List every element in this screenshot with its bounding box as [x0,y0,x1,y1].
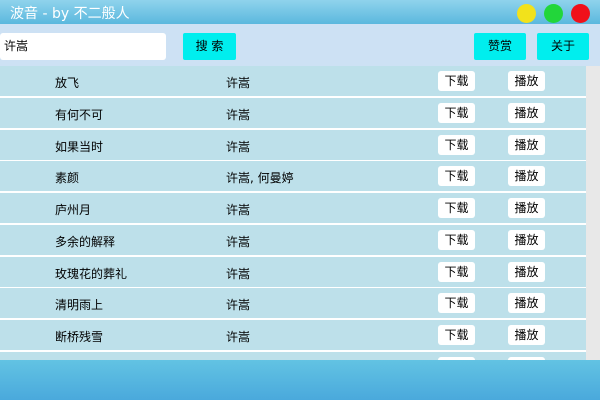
song-title: 如果当时 [55,139,104,154]
song-artist: 许嵩, 何曼婷 [226,171,294,186]
play-button[interactable]: 播放 [508,71,545,91]
download-button[interactable]: 下载 [438,198,475,218]
maximize-button[interactable] [544,4,563,23]
download-button[interactable]: 下载 [438,134,475,155]
download-button[interactable]: 下载 [438,71,475,91]
song-title: 多余的解释 [55,234,116,249]
song-row[interactable]: 清明雨上 许嵩 下载 播放 [0,288,586,321]
song-title: 断桥残雪 [55,330,104,344]
song-row[interactable]: 多余的解释 许嵩 下载 播放 [0,224,586,257]
song-title: 放飞 [55,76,80,90]
download-button[interactable] [438,356,475,360]
about-button[interactable]: 关于 [537,33,589,60]
download-button[interactable]: 下载 [438,102,475,123]
song-row[interactable]: 放飞 许嵩 下载 播放 [0,66,586,98]
play-button[interactable]: 播放 [508,229,545,250]
play-button[interactable] [508,356,545,360]
song-title: 素颜 [55,171,80,186]
play-button[interactable]: 播放 [508,325,545,345]
song-artist: 许嵩 [226,76,251,90]
song-row[interactable]: 有何不可 许嵩 下载 播放 [0,97,586,130]
song-artist: 许嵩 [226,203,251,217]
donate-button[interactable]: 赞赏 [474,33,526,60]
play-button[interactable]: 播放 [508,293,545,314]
play-button[interactable]: 播放 [508,102,545,123]
song-artist: 许嵩 [226,266,251,281]
song-artist: 许嵩 [226,234,251,249]
song-artist: 许嵩 [226,330,251,344]
play-button[interactable]: 播放 [508,198,545,218]
search-input[interactable]: 许嵩 [0,33,166,60]
close-button[interactable] [571,4,590,23]
search-button[interactable]: 搜 索 [183,33,236,60]
play-button[interactable]: 播放 [508,134,545,155]
scrollbar[interactable] [586,66,600,360]
download-button[interactable]: 下载 [438,325,475,345]
download-button[interactable]: 下载 [438,166,475,187]
title-bar: 波音 - by 不二般人 [0,0,600,24]
song-row[interactable]: 玫瑰花的葬礼 许嵩 下载 播放 [0,256,586,289]
download-button[interactable]: 下载 [438,229,475,250]
song-row[interactable]: 素颜 许嵩, 何曼婷 下载 播放 [0,161,586,194]
song-row[interactable]: 如果当时 许嵩 下载 播放 [0,129,586,162]
song-title: 庐州月 [55,203,92,217]
window-title: 波音 - by 不二般人 [10,6,130,22]
play-button[interactable]: 播放 [508,261,545,282]
bottom-bar [0,360,600,400]
song-row[interactable]: 庐州月 许嵩 下载 播放 [0,193,586,225]
download-button[interactable]: 下载 [438,293,475,314]
song-artist: 许嵩 [226,139,251,154]
song-title: 清明雨上 [55,298,104,313]
song-row[interactable]: 断桥残雪 许嵩 下载 播放 [0,320,586,352]
song-artist: 许嵩 [226,107,251,122]
play-button[interactable]: 播放 [508,166,545,187]
song-list: 放飞 许嵩 下载 播放 有何不可 许嵩 下载 播放 如果当时 许嵩 下载 播放 素颜 许嵩, 何曼婷 下载播… [0,66,586,360]
song-row[interactable] [0,351,586,360]
song-title: 玫瑰花的葬礼 [55,266,128,281]
song-artist: 许嵩 [226,298,251,313]
download-button[interactable]: 下载 [438,261,475,282]
song-title: 有何不可 [55,107,104,122]
minimize-button[interactable] [517,4,536,23]
